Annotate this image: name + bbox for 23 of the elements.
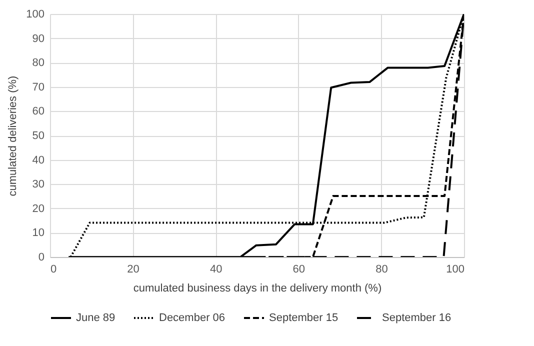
- y-tick-label: 30: [32, 178, 44, 191]
- y-tick-label: 10: [32, 227, 44, 240]
- x-axis-title: cumulated business days in the delivery month (%): [133, 282, 382, 294]
- y-tick-label: 40: [32, 154, 44, 166]
- legend-label: September 15: [269, 312, 338, 324]
- y-axis-title: cumulated deliveries (%): [7, 76, 20, 196]
- x-tick-label: 100: [446, 264, 464, 276]
- x-tick-label: 40: [210, 264, 222, 276]
- y-tick-label: 20: [32, 202, 44, 215]
- x-tick-label: 20: [127, 264, 140, 276]
- legend-label: June 89: [76, 312, 116, 324]
- y-tick-label: 100: [26, 8, 44, 20]
- x-tick-label: 60: [292, 264, 306, 276]
- y-tick-label: 50: [32, 130, 44, 142]
- legend-label: September 16: [382, 312, 452, 324]
- y-tick-label: 60: [32, 106, 44, 118]
- legend-label: December 06: [159, 312, 226, 324]
- y-tick-label: 90: [32, 32, 44, 45]
- y-tick-label: 80: [32, 57, 44, 70]
- y-tick-label: 0: [38, 252, 44, 264]
- x-tick-label: 0: [50, 264, 57, 276]
- y-tick-label: 70: [32, 81, 44, 94]
- x-tick-label: 80: [376, 264, 388, 276]
